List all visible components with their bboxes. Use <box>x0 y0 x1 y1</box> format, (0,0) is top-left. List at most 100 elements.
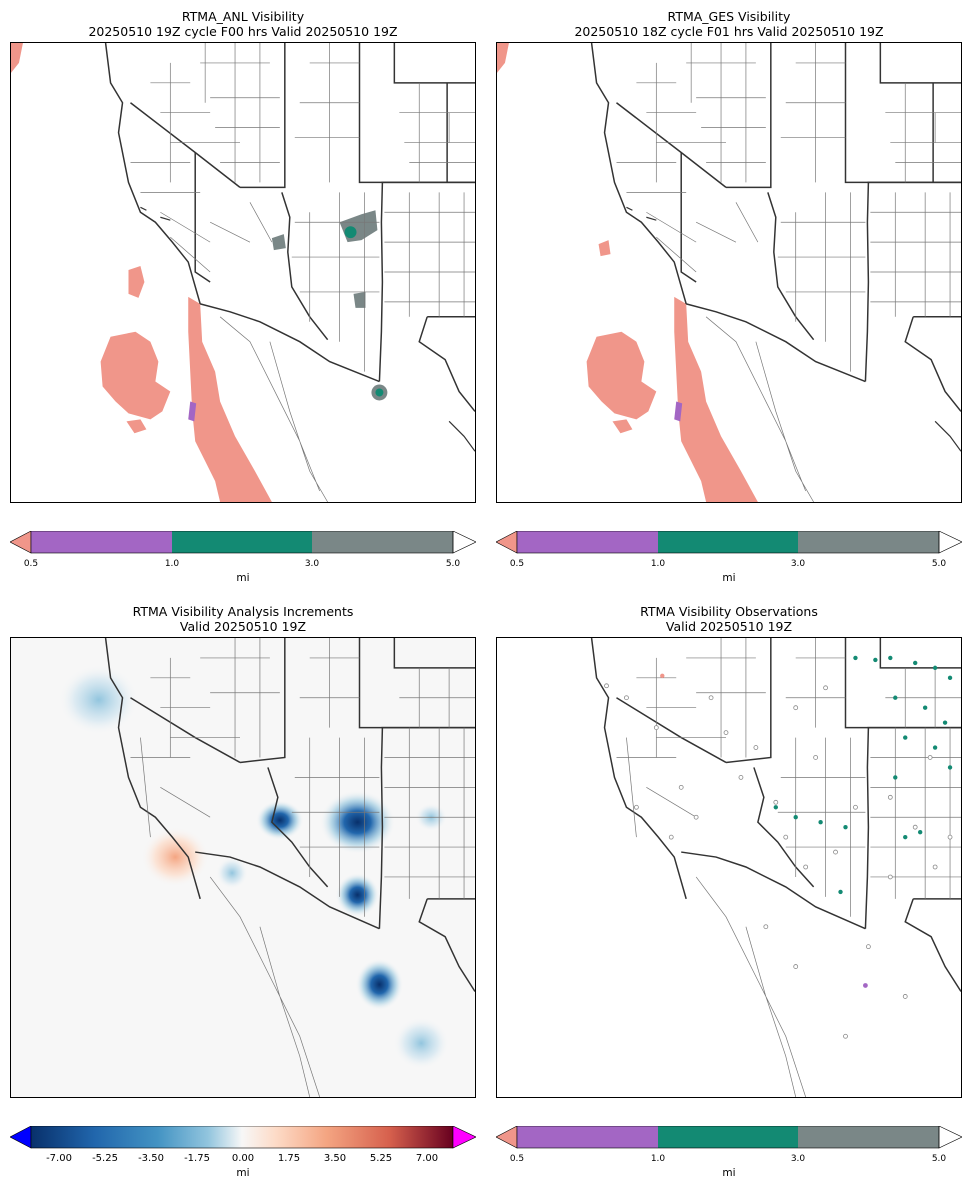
colorbar-ges-tick-2: 3.0 <box>790 559 806 569</box>
colorbar-anl-tick-1: 1.0 <box>164 559 180 569</box>
colorbar-ges-frame <box>516 531 940 554</box>
fog-corner-anl <box>11 43 23 73</box>
increment-field <box>58 664 450 1070</box>
colorbar-observations-tick-2: 3.0 <box>790 1154 806 1164</box>
panel-title-observations: RTMA Visibility Observations Valid 20250… <box>496 604 962 634</box>
panel-title-ges-line1: RTMA_GES Visibility <box>667 9 791 24</box>
panel-title-anl: RTMA_ANL Visibility 20250510 19Z cycle F… <box>10 9 476 39</box>
panel-title-observations-line1: RTMA Visibility Observations <box>640 604 818 619</box>
map-panel-anl[interactable] <box>10 42 476 503</box>
colorbar-increments-tick-2: -3.50 <box>138 1153 164 1164</box>
coastline-anl <box>140 206 475 452</box>
increment-blue-mexico <box>355 958 404 1011</box>
colorbar-observations-c2 <box>658 1126 798 1148</box>
colorbar-ges-c2 <box>658 531 798 553</box>
colorbar-increments-tick-1: -5.25 <box>92 1153 118 1164</box>
state-borders-anl <box>104 43 475 412</box>
fog-patch-ges-2 <box>612 419 633 434</box>
colorbar-anl-svg <box>10 531 476 554</box>
colorbar-observations-svg <box>496 1126 962 1149</box>
colorbar-anl-c1 <box>31 531 172 553</box>
colorbar-anl-frame <box>30 531 454 554</box>
increment-blue-az-central <box>319 790 396 855</box>
map-anl-svg <box>11 43 475 502</box>
colorbar-observations-tick-3: 5.0 <box>931 1154 947 1164</box>
colorbar-increments-tick-5: 1.75 <box>277 1153 301 1164</box>
colorbar-increments-under <box>10 1126 32 1149</box>
observation-station-fog <box>660 673 665 679</box>
colorbar-ges-c1 <box>517 531 658 553</box>
map-panel-observations[interactable] <box>496 637 962 1098</box>
increment-blue-az-west <box>255 800 304 841</box>
state-borders-ges <box>590 43 961 412</box>
colorbar-anl-c2 <box>172 531 312 553</box>
colorbar-ges: 0.5 1.0 3.0 5.0 mi <box>496 531 962 586</box>
colorbar-anl-tick-2: 3.0 <box>304 559 320 569</box>
fog-field-anl <box>11 43 388 502</box>
fog-patch-ges-1 <box>598 240 611 257</box>
colorbar-observations-under <box>496 1126 518 1149</box>
colorbar-ges-svg <box>496 531 962 554</box>
fog-patch-anl-2 <box>126 419 147 434</box>
observation-stations-clear <box>604 683 953 1039</box>
fog-patch-anl-1 <box>128 266 145 298</box>
colorbar-increments: -7.00 -5.25 -3.50 -1.75 0.00 1.75 3.50 5… <box>10 1126 476 1182</box>
colorbar-ges-tick-3: 5.0 <box>931 559 947 569</box>
colorbar-anl-tick-0: 0.5 <box>23 559 39 569</box>
colorbar-increments-tick-6: 3.50 <box>323 1153 347 1164</box>
fog-offshore-anl <box>100 331 171 420</box>
observation-stations-reduced <box>773 655 953 895</box>
colorbar-anl: 0.5 1.0 3.0 5.0 mi <box>10 531 476 586</box>
county-borders-ges <box>616 43 961 502</box>
colorbar-ges-over <box>938 531 962 554</box>
increment-red-offshore <box>141 827 210 887</box>
panel-title-increments-line1: RTMA Visibility Analysis Increments <box>132 604 354 619</box>
increment-blue-az-south <box>335 872 380 917</box>
panel-title-observations-line2: Valid 20250510 19Z <box>665 619 793 634</box>
colorbar-ges-c3 <box>798 531 939 553</box>
county-borders-anl <box>130 43 475 502</box>
map-observations-svg <box>590 638 961 1097</box>
colorbar-increments-svg <box>10 1126 476 1149</box>
colorbar-anl-over <box>452 531 476 554</box>
colorbar-observations-c1 <box>517 1126 658 1148</box>
observation-station-low-vis <box>863 983 868 988</box>
colorbar-observations-over <box>938 1126 962 1149</box>
colorbar-increments-tick-3: -1.75 <box>184 1153 210 1164</box>
coastline-ges <box>626 206 961 452</box>
colorbar-increments-tick-4: 0.00 <box>231 1153 255 1164</box>
fog-field-ges <box>497 43 758 502</box>
fog-coastal-ges <box>674 296 758 502</box>
colorbar-ges-unit: mi <box>722 572 736 584</box>
colorbar-increments-tick-0: -7.00 <box>46 1153 72 1164</box>
colorbar-observations-unit: mi <box>722 1167 736 1179</box>
colorbar-observations-tick-0: 0.5 <box>509 1154 525 1164</box>
vis-purple-ges-1 <box>674 401 683 422</box>
map-panel-increments[interactable] <box>10 637 476 1098</box>
panel-title-ges: RTMA_GES Visibility 20250510 18Z cycle F… <box>496 9 962 39</box>
vis-purple-anl-1 <box>188 401 197 422</box>
colorbar-ges-under <box>496 531 518 554</box>
colorbar-anl-unit: mi <box>236 572 250 584</box>
colorbar-ges-tick-1: 1.0 <box>650 559 666 569</box>
increment-blue-ca <box>216 857 248 889</box>
increment-blue-gulf <box>393 1017 450 1070</box>
colorbar-increments-tick-8: 7.00 <box>415 1153 439 1164</box>
colorbar-increments-over <box>452 1126 476 1149</box>
map-panel-ges[interactable] <box>496 42 962 503</box>
colorbar-anl-under <box>10 531 32 554</box>
colorbar-observations-c3 <box>798 1126 939 1148</box>
panel-title-increments: RTMA Visibility Analysis Increments Vali… <box>10 604 476 634</box>
county-borders-observations <box>616 638 961 1097</box>
colorbar-observations: 0.5 1.0 3.0 5.0 mi <box>496 1126 962 1182</box>
map-increments-svg <box>58 638 475 1097</box>
colorbar-observations-frame <box>516 1126 940 1149</box>
vis-gray-anl-3 <box>353 291 366 308</box>
colorbar-increments-unit: mi <box>236 1167 250 1179</box>
state-borders-observations <box>590 638 961 992</box>
colorbar-anl-tick-3: 5.0 <box>445 559 461 569</box>
fog-offshore-ges <box>586 331 657 420</box>
fog-coastal-anl <box>188 296 272 502</box>
panel-title-ges-line2: 20250510 18Z cycle F01 hrs Valid 2025051… <box>574 24 884 39</box>
colorbar-ges-tick-0: 0.5 <box>509 559 525 569</box>
